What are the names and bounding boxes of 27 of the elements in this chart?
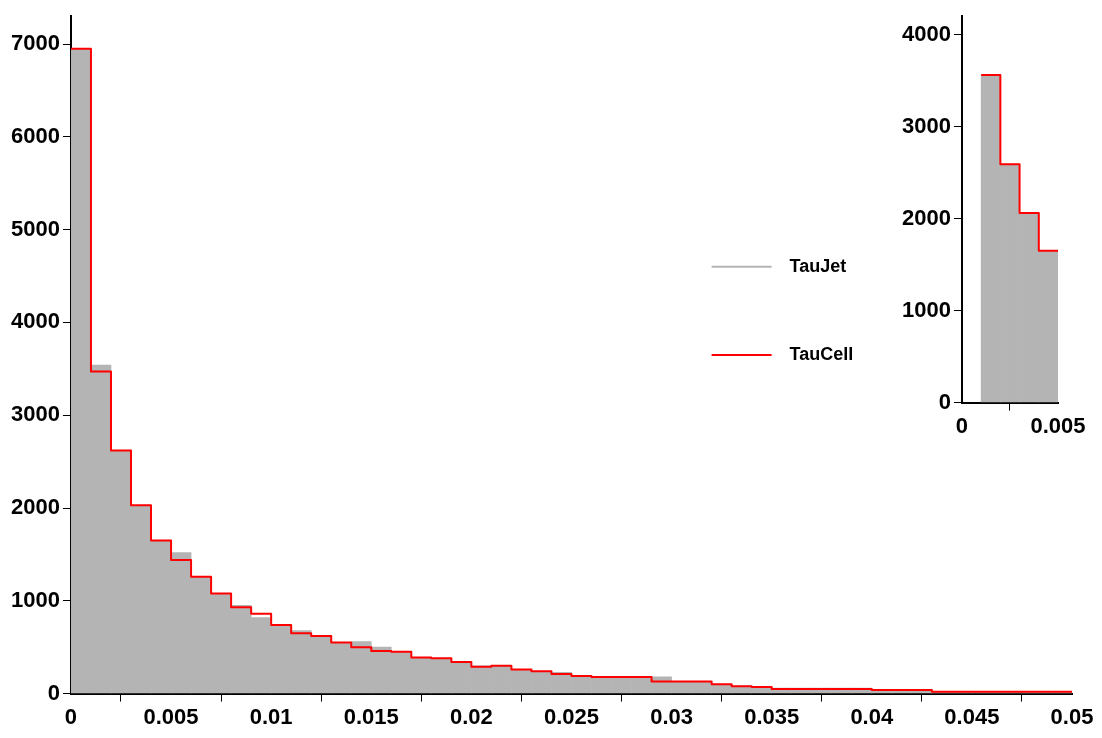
- x-tick-label: 0.025: [543, 703, 599, 729]
- x-tick-label: 0.005: [1030, 412, 1086, 438]
- legend-label: TauJet: [789, 255, 847, 276]
- x-tick-label: 0.035: [744, 703, 800, 729]
- y-tick-label: 1000: [10, 586, 60, 612]
- x-tick-label: 0.03: [650, 703, 693, 729]
- x-tick-label: 0.01: [249, 703, 293, 729]
- legend-label: TauCell: [789, 343, 854, 364]
- y-tick-label: 4000: [10, 308, 60, 334]
- x-tick-label: 0: [64, 703, 78, 729]
- y-tick-label: 0: [938, 388, 951, 414]
- x-tick-label: 0.04: [850, 703, 894, 729]
- y-tick-label: 3000: [10, 401, 60, 427]
- y-tick-label: 0: [47, 679, 60, 705]
- x-tick-label: 0.005: [143, 703, 199, 729]
- y-tick-label: 2000: [10, 494, 60, 520]
- x-tick-label: 0.015: [343, 703, 399, 729]
- y-tick-label: 2000: [901, 204, 951, 230]
- y-tick-label: 7000: [10, 30, 60, 56]
- y-tick-label: 6000: [10, 122, 60, 148]
- x-tick-label: 0.045: [944, 703, 1000, 729]
- y-tick-label: 4000: [901, 20, 951, 46]
- x-tick-label: 0.02: [449, 703, 493, 729]
- y-tick-label: 1000: [901, 296, 951, 322]
- y-tick-label: 3000: [901, 112, 951, 138]
- x-tick-label: 0.05: [1050, 703, 1094, 729]
- y-tick-label: 5000: [10, 215, 60, 241]
